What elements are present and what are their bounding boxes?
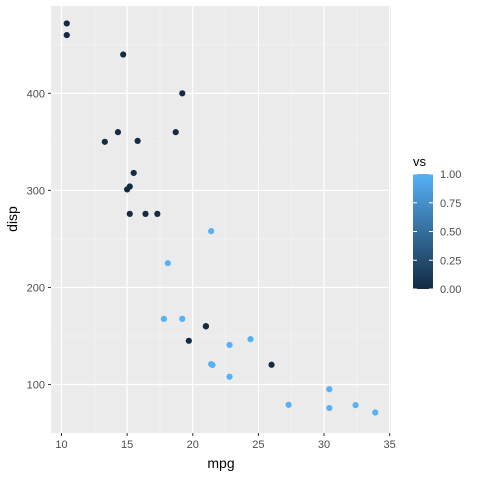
data-point	[326, 386, 333, 393]
x-axis-title: mpg	[207, 455, 234, 471]
legend-colorbar	[413, 174, 433, 289]
x-tick-label: 10	[55, 439, 67, 451]
data-point	[160, 315, 167, 322]
legend-label: 0.00	[440, 284, 461, 296]
data-point	[114, 129, 122, 136]
data-point	[63, 20, 70, 27]
data-point	[185, 337, 192, 344]
x-tick-label: 35	[384, 439, 396, 451]
x-tick-label: 20	[187, 439, 199, 451]
data-point	[352, 402, 359, 409]
data-point	[164, 260, 171, 267]
legend-title: vs	[413, 154, 427, 169]
minor-gridlines	[51, 6, 391, 434]
data-point	[208, 228, 215, 235]
panel-background	[51, 6, 391, 433]
data-point	[179, 315, 186, 322]
data-point	[126, 210, 133, 217]
data-point	[120, 51, 127, 58]
legend-label: 0.25	[440, 255, 461, 267]
data-point	[226, 373, 233, 380]
data-point	[154, 210, 161, 217]
y-axis: 100 200 300 400	[27, 88, 51, 391]
legend: vs 1.00 0.75 0.50 0.25 0.00	[413, 154, 461, 296]
x-tick-label: 15	[121, 439, 133, 451]
legend-label: 0.75	[440, 198, 461, 210]
data-point	[285, 401, 292, 408]
data-point	[326, 404, 333, 412]
y-tick-label: 100	[27, 379, 45, 391]
legend-label: 0.50	[440, 227, 461, 239]
y-tick-label: 300	[27, 185, 45, 197]
data-point	[268, 361, 275, 368]
data-point	[172, 129, 179, 136]
data-point	[179, 90, 186, 97]
x-tick-label: 30	[318, 439, 330, 451]
data-point	[247, 336, 254, 343]
data-point	[142, 210, 149, 217]
data-point	[208, 360, 215, 368]
legend-label: 1.00	[440, 169, 461, 181]
data-points	[63, 20, 379, 416]
data-point	[63, 32, 70, 39]
y-tick-label: 200	[27, 282, 45, 294]
data-point	[226, 341, 233, 348]
data-point	[202, 323, 210, 330]
data-point	[130, 169, 137, 177]
data-point	[372, 409, 379, 416]
y-axis-title: disp	[4, 206, 20, 232]
x-tick-label: 25	[252, 439, 264, 451]
major-gridlines	[51, 6, 391, 433]
legend-ticks: 1.00 0.75 0.50 0.25 0.00	[413, 169, 461, 296]
data-point	[101, 138, 108, 145]
y-tick-label: 400	[27, 88, 45, 100]
x-axis: 10 15 20 25 30 35	[55, 433, 396, 451]
data-point	[124, 186, 131, 193]
data-point	[134, 137, 141, 144]
